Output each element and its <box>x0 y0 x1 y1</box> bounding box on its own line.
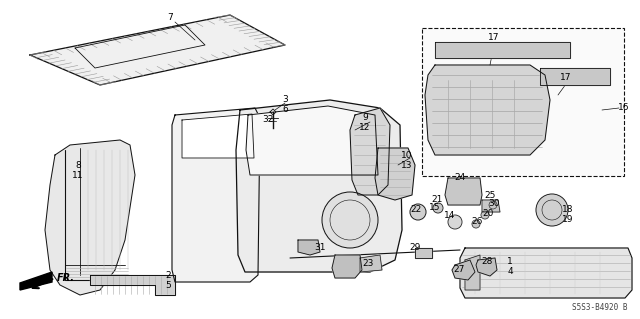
Text: 19: 19 <box>563 216 573 225</box>
Polygon shape <box>236 100 402 272</box>
Polygon shape <box>375 148 415 200</box>
Polygon shape <box>460 248 632 298</box>
Polygon shape <box>360 255 382 272</box>
Text: 12: 12 <box>359 123 371 132</box>
Text: 6: 6 <box>282 106 288 115</box>
Circle shape <box>410 204 426 220</box>
Polygon shape <box>30 15 285 85</box>
Circle shape <box>433 203 443 213</box>
Text: 7: 7 <box>167 13 173 23</box>
Circle shape <box>489 201 497 209</box>
Text: 30: 30 <box>488 199 500 209</box>
Polygon shape <box>298 240 320 255</box>
Polygon shape <box>482 200 500 212</box>
Text: 4: 4 <box>507 268 513 277</box>
Text: 18: 18 <box>563 205 573 214</box>
Polygon shape <box>246 106 378 175</box>
Text: 21: 21 <box>431 196 443 204</box>
Polygon shape <box>445 178 482 205</box>
Text: FR.: FR. <box>57 273 75 283</box>
Polygon shape <box>20 272 52 290</box>
Circle shape <box>322 192 378 248</box>
Text: 16: 16 <box>618 103 630 113</box>
Polygon shape <box>332 255 362 278</box>
Polygon shape <box>182 114 254 158</box>
Text: 17: 17 <box>488 33 500 42</box>
Text: 26: 26 <box>471 218 483 226</box>
Text: 27: 27 <box>453 265 465 275</box>
Text: 9: 9 <box>362 114 368 122</box>
Bar <box>422 28 624 176</box>
Text: 1: 1 <box>507 257 513 266</box>
Text: 23: 23 <box>362 259 374 269</box>
Text: 13: 13 <box>401 160 413 169</box>
Text: 24: 24 <box>454 174 466 182</box>
Text: 20: 20 <box>483 210 493 219</box>
Text: S5S3-B4920 B: S5S3-B4920 B <box>573 303 628 312</box>
Polygon shape <box>172 108 260 282</box>
Text: 15: 15 <box>429 203 441 211</box>
Text: 5: 5 <box>165 281 171 291</box>
Polygon shape <box>540 68 610 85</box>
Text: 14: 14 <box>444 211 456 220</box>
Text: 29: 29 <box>410 243 420 253</box>
Circle shape <box>481 211 489 219</box>
Text: 11: 11 <box>72 170 84 180</box>
Circle shape <box>536 194 568 226</box>
Text: 17: 17 <box>560 73 572 83</box>
Circle shape <box>448 215 462 229</box>
Polygon shape <box>425 65 550 155</box>
Polygon shape <box>476 258 497 276</box>
Text: 31: 31 <box>314 243 326 253</box>
Text: 32: 32 <box>262 115 274 124</box>
Polygon shape <box>465 255 480 290</box>
Text: 2: 2 <box>165 271 171 280</box>
Text: 10: 10 <box>401 151 413 160</box>
Polygon shape <box>435 42 570 58</box>
Text: 25: 25 <box>484 191 496 201</box>
Text: 22: 22 <box>410 205 422 214</box>
Text: 3: 3 <box>282 95 288 105</box>
Text: 8: 8 <box>75 160 81 169</box>
Text: 28: 28 <box>481 257 493 266</box>
Circle shape <box>472 220 480 228</box>
Polygon shape <box>452 260 475 280</box>
Polygon shape <box>90 275 175 295</box>
Polygon shape <box>350 108 390 195</box>
Polygon shape <box>45 140 135 295</box>
Polygon shape <box>415 248 432 258</box>
